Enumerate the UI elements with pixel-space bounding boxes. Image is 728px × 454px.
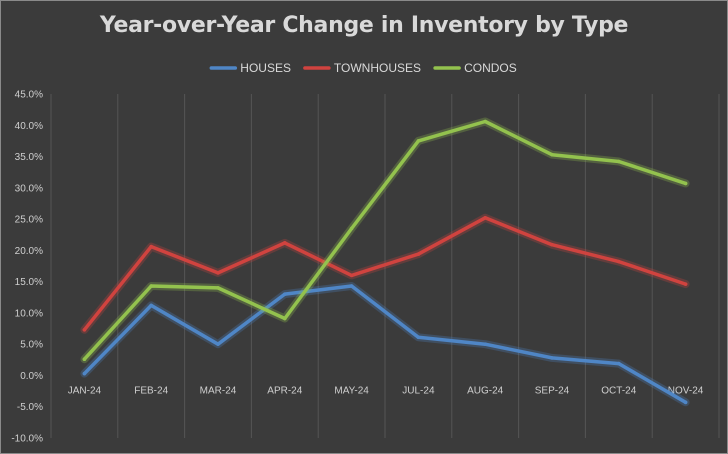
x-tick-label: NOV-24 <box>668 385 704 396</box>
data-point-townhouses <box>82 327 87 332</box>
series-lines <box>80 117 690 407</box>
data-point-townhouses <box>483 216 488 220</box>
y-tick-label: 35.0% <box>15 152 43 163</box>
data-point-townhouses <box>683 282 688 286</box>
y-tick-label: 15.0% <box>15 277 43 288</box>
data-point-condos <box>483 119 488 124</box>
x-tick-label: OCT-24 <box>601 385 636 396</box>
y-tick-label: -10.0% <box>11 434 43 445</box>
x-tick-label: APR-24 <box>267 385 302 396</box>
data-point-condos <box>82 357 87 361</box>
data-point-houses <box>149 303 153 308</box>
data-point-houses <box>683 400 688 405</box>
axis-ticks: -10.0% -5.0% 0.0% 5.0% 10.0% 15.0% 20.0% 25.0% 3… <box>11 90 704 445</box>
data-point-condos <box>617 159 621 164</box>
data-point-houses <box>349 284 354 288</box>
data-point-townhouses <box>149 244 153 249</box>
y-tick-label: 40.0% <box>15 121 43 132</box>
data-point-condos <box>683 181 688 186</box>
series-line-houses <box>82 284 688 405</box>
data-point-condos <box>149 284 153 288</box>
legend-item-condos: CONDOS <box>433 61 517 75</box>
data-point-houses <box>416 335 421 340</box>
legend-label: CONDOS <box>464 61 517 75</box>
y-tick-label: 10.0% <box>15 308 43 319</box>
data-point-townhouses <box>416 252 421 256</box>
y-tick-label: 45.0% <box>15 90 43 101</box>
data-point-townhouses <box>349 273 354 278</box>
data-point-condos <box>550 152 554 157</box>
data-point-houses <box>617 361 621 366</box>
x-tick-label: JUL-24 <box>402 385 435 396</box>
data-point-condos <box>349 226 354 231</box>
y-tick-label: -5.0% <box>17 402 43 413</box>
legend-label: HOUSES <box>240 61 291 75</box>
x-tick-label: AUG-24 <box>467 385 504 396</box>
data-point-townhouses <box>283 241 287 245</box>
data-point-houses <box>283 292 287 296</box>
x-tick-label: MAY-24 <box>334 385 369 396</box>
chart-title: Year-over-Year Change in Inventory by Ty… <box>99 13 629 38</box>
data-point-houses <box>216 342 220 346</box>
series-line-condos <box>82 119 688 361</box>
data-point-condos <box>416 139 421 143</box>
data-point-condos <box>283 316 287 321</box>
legend-item-houses: HOUSES <box>209 61 291 75</box>
legend: HOUSES TOWNHOUSES CONDOS <box>209 61 517 75</box>
y-tick-label: 5.0% <box>20 340 43 351</box>
series-line-townhouses <box>82 216 688 332</box>
data-point-houses <box>483 342 488 346</box>
data-point-condos <box>216 286 220 290</box>
y-tick-label: 30.0% <box>15 183 43 194</box>
x-tick-label: SEP-24 <box>535 385 570 396</box>
y-tick-label: 20.0% <box>15 246 43 257</box>
data-point-houses <box>550 356 554 360</box>
x-tick-label: FEB-24 <box>134 385 168 396</box>
gridlines <box>50 94 720 438</box>
y-tick-label: 25.0% <box>15 215 43 226</box>
legend-item-townhouses: TOWNHOUSES <box>303 61 421 75</box>
data-point-townhouses <box>216 271 220 275</box>
x-tick-label: JAN-24 <box>68 385 102 396</box>
y-tick-label: 0.0% <box>20 371 43 382</box>
data-point-houses <box>82 371 87 376</box>
data-point-townhouses <box>550 242 554 247</box>
x-tick-label: MAR-24 <box>200 385 237 396</box>
legend-label: TOWNHOUSES <box>334 61 421 75</box>
data-point-townhouses <box>617 259 621 264</box>
